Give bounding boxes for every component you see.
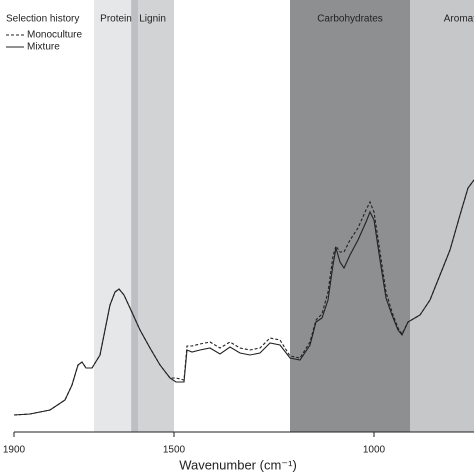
region [290,0,410,432]
x-tick-label: 1500 [163,445,186,456]
region [94,0,138,432]
legend-label: Monoculture [27,30,82,41]
region-label: Carbohydrates [317,14,383,25]
region-label: Lignin [139,14,166,25]
x-tick-label: 1900 [3,445,26,456]
region [131,0,174,432]
x-tick-label: 1000 [363,445,386,456]
legend-label: Mixture [27,42,60,53]
legend-title: Selection history [6,14,79,25]
region-label: Aromatics [444,14,474,25]
region [410,0,474,432]
x-axis-label: Wavenumber (cm⁻¹) [179,457,297,472]
series-line [13,179,474,416]
region-label: Protein [100,14,132,25]
